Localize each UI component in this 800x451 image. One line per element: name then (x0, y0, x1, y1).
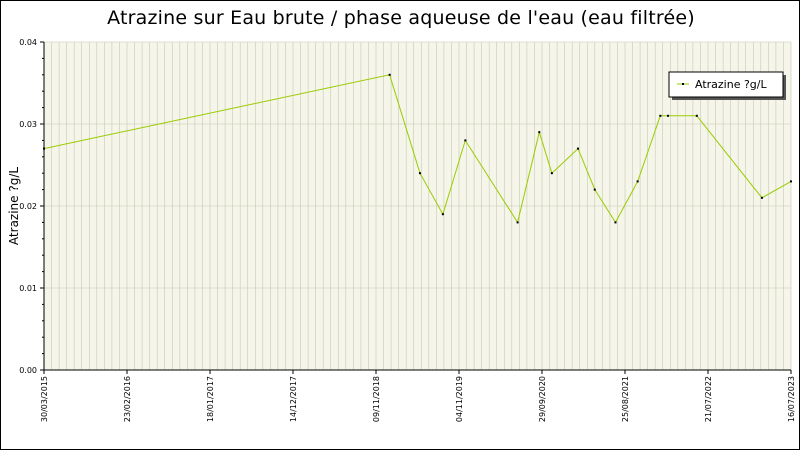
data-point (538, 131, 541, 134)
data-point (43, 147, 45, 150)
axes (40, 41, 792, 374)
y-tick-label: 0.04 (19, 38, 37, 47)
data-point (464, 139, 467, 142)
x-tick-label: 09/11/2018 (372, 376, 381, 422)
data-point (593, 188, 596, 191)
x-tick-label: 23/02/2016 (123, 376, 132, 422)
y-tick-label: 0.03 (19, 120, 37, 129)
x-tick-label: 04/11/2019 (455, 376, 464, 422)
y-tick-label: 0.02 (19, 202, 37, 211)
x-tick-label: 16/07/2023 (787, 376, 796, 422)
x-tick-label: 25/08/2021 (621, 376, 630, 422)
data-point (576, 147, 579, 150)
data-point (550, 172, 553, 175)
y-tick-label: 0.01 (19, 284, 37, 293)
legend: Atrazine ?g/L (668, 71, 786, 100)
x-tick-label: 18/01/2017 (206, 376, 215, 422)
y-tick-label: 0.00 (19, 366, 37, 375)
data-point (388, 73, 391, 76)
data-point (441, 213, 444, 216)
legend-marker-swatch (682, 83, 684, 85)
data-point (418, 172, 421, 175)
x-tick-label: 14/12/2017 (289, 376, 298, 422)
legend-label: Atrazine ?g/L (695, 78, 768, 91)
chart-title: Atrazine sur Eau brute / phase aqueuse d… (107, 7, 695, 29)
x-tick-label: 29/09/2020 (538, 376, 547, 422)
x-tick-labels: 30/03/2015 23/02/2016 18/01/2017 14/12/2017… (40, 376, 796, 422)
x-tick-label: 30/03/2015 (40, 376, 49, 422)
data-point (516, 221, 519, 224)
y-tick-labels: 0.00 0.01 0.02 0.03 0.04 (19, 38, 37, 375)
grid (43, 41, 792, 371)
x-tick-label: 21/07/2022 (704, 376, 713, 422)
data-point (695, 114, 698, 117)
data-point (659, 114, 662, 117)
data-point (790, 180, 792, 183)
data-point (666, 114, 669, 117)
data-point (636, 180, 639, 183)
series-layer (43, 73, 792, 224)
y-axis-title: Atrazine ?g/L (7, 167, 21, 245)
data-point (614, 221, 617, 224)
data-point (760, 196, 763, 199)
